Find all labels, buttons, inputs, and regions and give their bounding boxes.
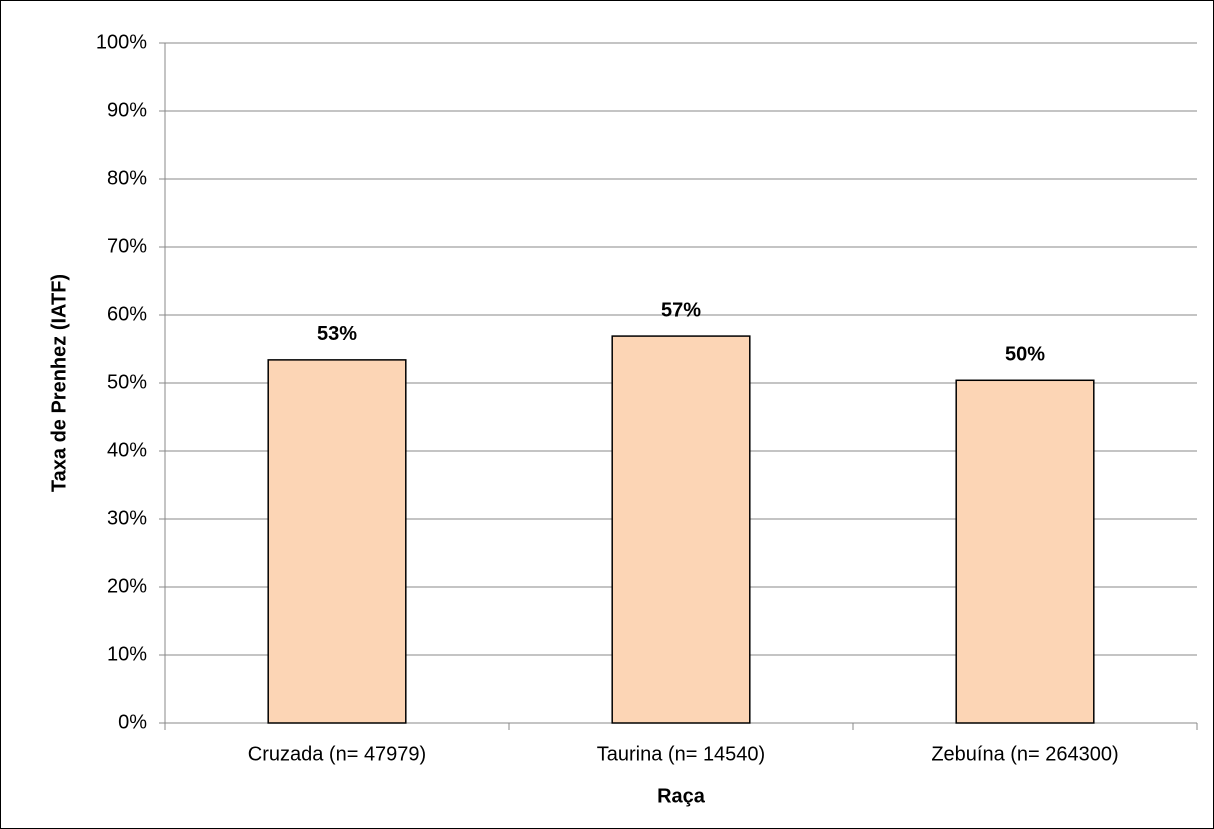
y-tick-label: 10%	[107, 643, 147, 665]
y-tick-label: 100%	[96, 31, 147, 53]
bar	[611, 335, 751, 724]
x-axis-label: Raça	[657, 785, 706, 807]
bar	[955, 379, 1095, 724]
data-label: 50%	[1005, 344, 1045, 366]
y-tick-label: 60%	[107, 303, 147, 325]
data-label: 57%	[661, 299, 701, 321]
y-tick-label: 0%	[118, 711, 147, 733]
y-tick-label: 30%	[107, 507, 147, 529]
y-tick-label: 70%	[107, 235, 147, 257]
x-tick-label: Zebuína (n= 264300)	[931, 743, 1118, 765]
y-tick-label: 20%	[107, 575, 147, 597]
y-tick-label: 50%	[107, 371, 147, 393]
y-tick-label: 90%	[107, 99, 147, 121]
y-tick-label: 40%	[107, 439, 147, 461]
data-label: 53%	[317, 323, 357, 345]
bar	[267, 359, 407, 724]
x-tick-label: Taurina (n= 14540)	[597, 743, 765, 765]
y-tick-label: 80%	[107, 167, 147, 189]
x-tick-label: Cruzada (n= 47979)	[248, 743, 426, 765]
y-axis-label: Taxa de Prenhez (IATF)	[48, 274, 70, 492]
